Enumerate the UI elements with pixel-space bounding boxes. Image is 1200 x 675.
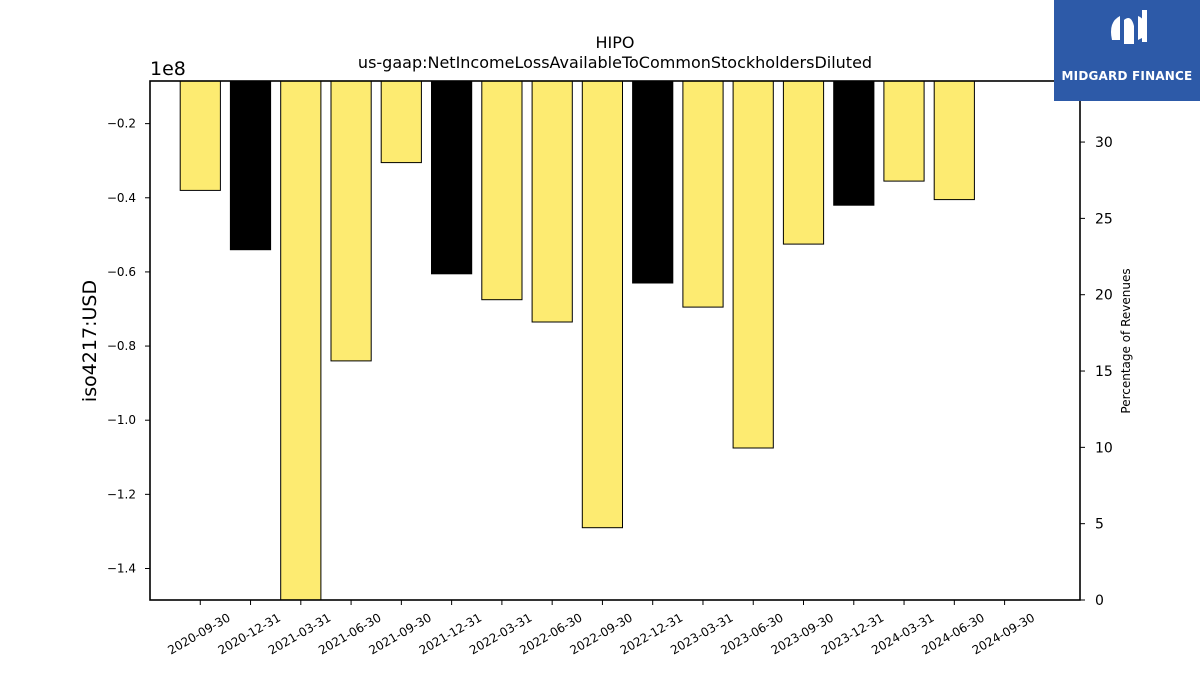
plot-frame [149,80,1081,601]
midgard-m-logo-icon [1111,10,1147,44]
bar [280,80,322,601]
y2-tick-label: 15 [1095,364,1113,380]
bar [431,80,473,275]
y2-tick-label: 0 [1095,593,1104,609]
y-tick-label: −0.2 [107,117,136,131]
bar [732,80,774,449]
bar [531,80,573,323]
y-tick-label: −0.8 [107,339,136,353]
bar [833,80,875,206]
y-tick-label: −1.0 [107,413,136,427]
y2-tick-label: 25 [1095,211,1113,227]
y-tick-label: −0.6 [107,265,136,279]
y2-tick-label: 5 [1095,517,1104,533]
y2-tick-label: 20 [1095,288,1113,304]
y-tick-label: −1.4 [107,561,136,575]
chart-subtitle: us-gaap:NetIncomeLossAvailableToCommonSt… [358,53,872,72]
bar [380,80,422,164]
midgard-finance-logo: MIDGARD FINANCE [1054,0,1200,101]
bar [782,80,825,245]
y-offset-label: 1e8 [150,58,186,80]
bar [481,80,523,301]
bar [229,80,272,251]
y-tick-label: −0.4 [107,191,136,205]
bar [933,80,975,201]
bar [581,80,623,529]
y2-tick-label: 10 [1095,440,1113,456]
y-tick-label: −1.2 [107,487,136,501]
y-axis-label: iso4217:USD [79,280,101,402]
logo-text: MIDGARD FINANCE [1061,69,1193,83]
bars-layer [179,80,975,601]
bar [632,80,674,284]
bar [883,80,925,182]
y2-axis-label: Percentage of Revenues [1119,268,1133,413]
bar [682,80,724,308]
y2-tick-label: 30 [1095,135,1113,151]
bar [330,80,372,362]
chart-title: HIPO [596,33,635,52]
bar [179,80,221,191]
